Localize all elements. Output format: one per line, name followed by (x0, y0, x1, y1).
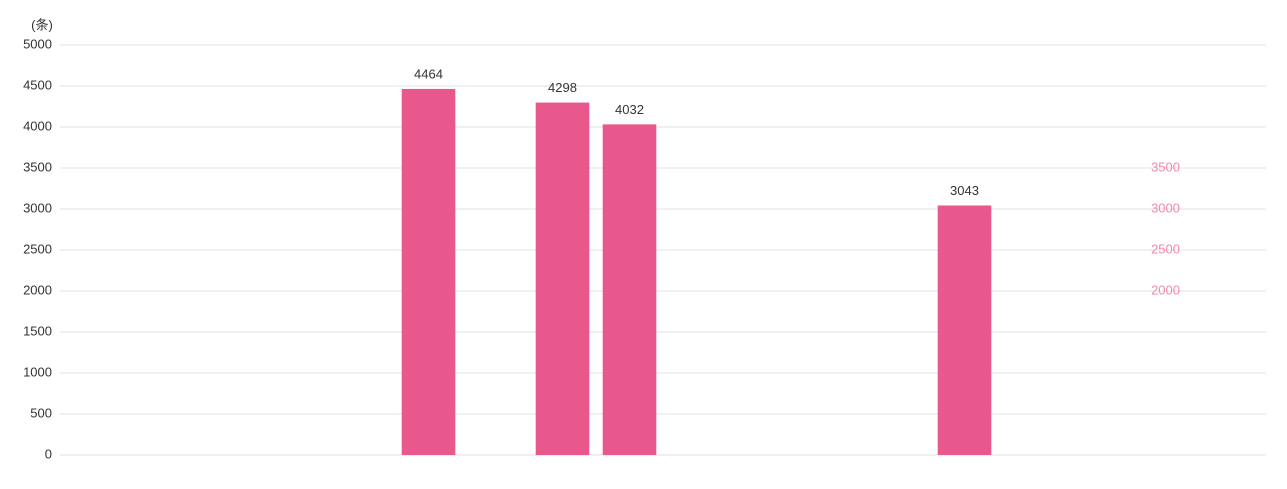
data-label: 4298 (548, 80, 577, 95)
y-tick-label: 5000 (23, 36, 52, 51)
data-label: 4032 (615, 102, 644, 117)
bar (401, 88, 456, 456)
y-tick-label: 2000 (23, 282, 52, 297)
y-tick-label: 1000 (23, 364, 52, 379)
bar (937, 205, 992, 455)
data-label: 4464 (414, 66, 443, 81)
y-axis-title: (条) (31, 17, 53, 32)
y2-tick-label: 2000 (1151, 282, 1180, 297)
y-tick-label: 0 (45, 446, 52, 461)
y-tick-label: 2500 (23, 241, 52, 256)
y-tick-label: 4000 (23, 118, 52, 133)
y-tick-label: 3500 (23, 159, 52, 174)
bar (535, 102, 590, 456)
bar (602, 124, 657, 455)
y-tick-label: 4500 (23, 77, 52, 92)
y2-tick-label: 3000 (1151, 200, 1180, 215)
y-tick-label: 1500 (23, 323, 52, 338)
y-tick-label: 500 (30, 405, 52, 420)
data-label: 3043 (950, 183, 979, 198)
y-tick-label: 3000 (23, 200, 52, 215)
y2-tick-label: 3500 (1151, 159, 1180, 174)
y2-tick-label: 2500 (1151, 241, 1180, 256)
